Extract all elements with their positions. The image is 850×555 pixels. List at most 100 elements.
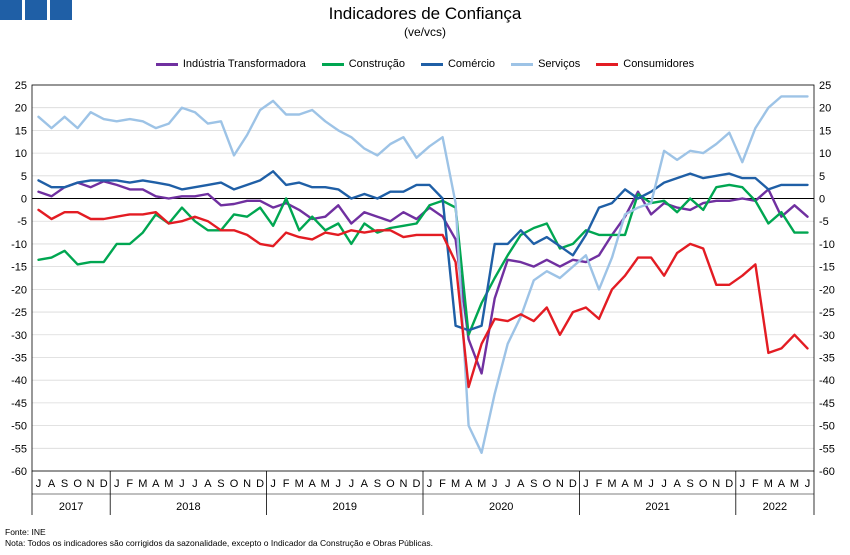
x-month-label: F [439, 478, 446, 490]
x-month-label: J [583, 478, 589, 490]
chart-legend: Indústria Transformadora Construção Comérc… [0, 58, 850, 70]
legend-item: Comércio [420, 58, 496, 70]
x-month-label: A [517, 478, 525, 490]
y-tick-label-right: -55 [819, 443, 835, 455]
source-note: Fonte: INE [5, 527, 46, 537]
x-month-label: J [661, 478, 667, 490]
x-month-label: O [73, 478, 82, 490]
x-month-label: J [270, 478, 276, 490]
x-month-label: M [790, 478, 799, 490]
x-month-label: A [361, 478, 369, 490]
y-tick-label-right: -10 [819, 239, 835, 251]
x-month-label: A [465, 478, 473, 490]
x-month-label: A [48, 478, 56, 490]
x-month-label: A [309, 478, 317, 490]
legend-label: Construção [348, 58, 405, 70]
y-tick-label-left: 5 [21, 171, 27, 183]
y-tick-label-right: 15 [819, 125, 831, 137]
legend-label: Comércio [447, 58, 496, 70]
x-month-label: S [61, 478, 68, 490]
x-month-label: N [399, 478, 407, 490]
legend-label: Serviços [538, 58, 581, 70]
x-month-label: N [556, 478, 564, 490]
series-line [37, 170, 809, 332]
legend-swatch [155, 62, 178, 66]
legend-swatch [511, 62, 534, 66]
x-year-label: 2018 [176, 501, 200, 513]
x-month-label: S [217, 478, 224, 490]
x-month-label: J [805, 478, 811, 490]
x-month-label: S [687, 478, 694, 490]
x-month-label: A [621, 478, 629, 490]
x-month-label: J [427, 478, 433, 490]
x-month-label: J [740, 478, 746, 490]
x-month-label: M [321, 478, 330, 490]
x-month-label: J [179, 478, 185, 490]
logo-block-3 [50, 0, 72, 20]
x-month-label: M [477, 478, 486, 490]
y-tick-label-right: -30 [819, 330, 835, 342]
legend-item: Serviços [511, 58, 580, 70]
x-month-label: J [349, 478, 355, 490]
y-tick-label-left: 20 [15, 103, 27, 115]
plot-frame [31, 84, 815, 472]
x-month-label: O [386, 478, 395, 490]
y-tick-label-right: -45 [819, 398, 835, 410]
chart-title: Indicadores de Confiança [328, 4, 522, 23]
y-tick-label-right: -20 [819, 284, 835, 296]
legend-label: Indústria Transformadora [182, 58, 306, 70]
y-tick-label-left: -40 [11, 375, 27, 387]
x-month-label: M [633, 478, 642, 490]
x-month-label: J [36, 478, 42, 490]
x-month-label: A [204, 478, 212, 490]
x-month-label: M [451, 478, 460, 490]
x-month-label: N [243, 478, 251, 490]
footnote: Nota: Todos os indicadores são corrigido… [5, 538, 433, 548]
y-tick-label-right: 0 [819, 194, 825, 206]
x-month-label: A [152, 478, 160, 490]
y-tick-label-left: 10 [15, 148, 27, 160]
x-month-label: M [138, 478, 147, 490]
y-tick-label-left: -50 [11, 421, 27, 433]
x-month-label: D [569, 478, 577, 490]
x-month-label: M [764, 478, 773, 490]
y-tick-label-left: 15 [15, 125, 27, 137]
x-year-label: 2022 [763, 501, 787, 513]
x-month-label: J [192, 478, 198, 490]
y-tick-label-right: 10 [819, 148, 831, 160]
x-year-label: 2017 [59, 501, 83, 513]
x-month-label: F [283, 478, 290, 490]
x-month-label: D [413, 478, 421, 490]
x-month-label: J [505, 478, 511, 490]
legend-swatch [321, 62, 344, 66]
y-tick-label-left: -25 [11, 307, 27, 319]
y-tick-label-left: -15 [11, 262, 27, 274]
x-year-label: 2021 [645, 501, 669, 513]
x-month-label: A [673, 478, 681, 490]
y-tick-label-left: -55 [11, 443, 27, 455]
legend-swatch [420, 62, 443, 66]
x-month-label: F [596, 478, 603, 490]
y-tick-label-right: -25 [819, 307, 835, 319]
y-tick-label-left: 25 [15, 80, 27, 92]
logo-block-2 [25, 0, 47, 20]
series-line [37, 208, 809, 389]
logo-block-1 [0, 0, 22, 20]
x-year-label: 2019 [333, 501, 357, 513]
y-tick-label-right: 20 [819, 103, 831, 115]
x-month-label: J [336, 478, 342, 490]
x-year-label: 2020 [489, 501, 513, 513]
ine-logo [0, 0, 72, 20]
x-month-label: M [164, 478, 173, 490]
x-month-label: J [492, 478, 498, 490]
y-tick-label-left: -30 [11, 330, 27, 342]
x-month-label: M [295, 478, 304, 490]
y-tick-label-left: -35 [11, 352, 27, 364]
x-month-label: D [100, 478, 108, 490]
x-month-label: O [699, 478, 708, 490]
x-month-label: O [230, 478, 239, 490]
y-tick-label-right: -40 [819, 375, 835, 387]
legend-label: Consumidores [623, 58, 695, 70]
y-tick-label-left: -10 [11, 239, 27, 251]
